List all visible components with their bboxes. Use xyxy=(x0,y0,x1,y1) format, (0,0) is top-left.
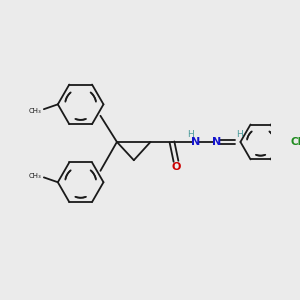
Text: H: H xyxy=(188,130,194,139)
Text: N: N xyxy=(191,137,200,147)
Text: CH₃: CH₃ xyxy=(29,107,42,113)
Text: CH₃: CH₃ xyxy=(29,173,42,179)
Text: N: N xyxy=(212,137,221,147)
Text: H: H xyxy=(236,130,242,139)
Text: Cl: Cl xyxy=(290,137,300,147)
Text: O: O xyxy=(172,162,181,172)
